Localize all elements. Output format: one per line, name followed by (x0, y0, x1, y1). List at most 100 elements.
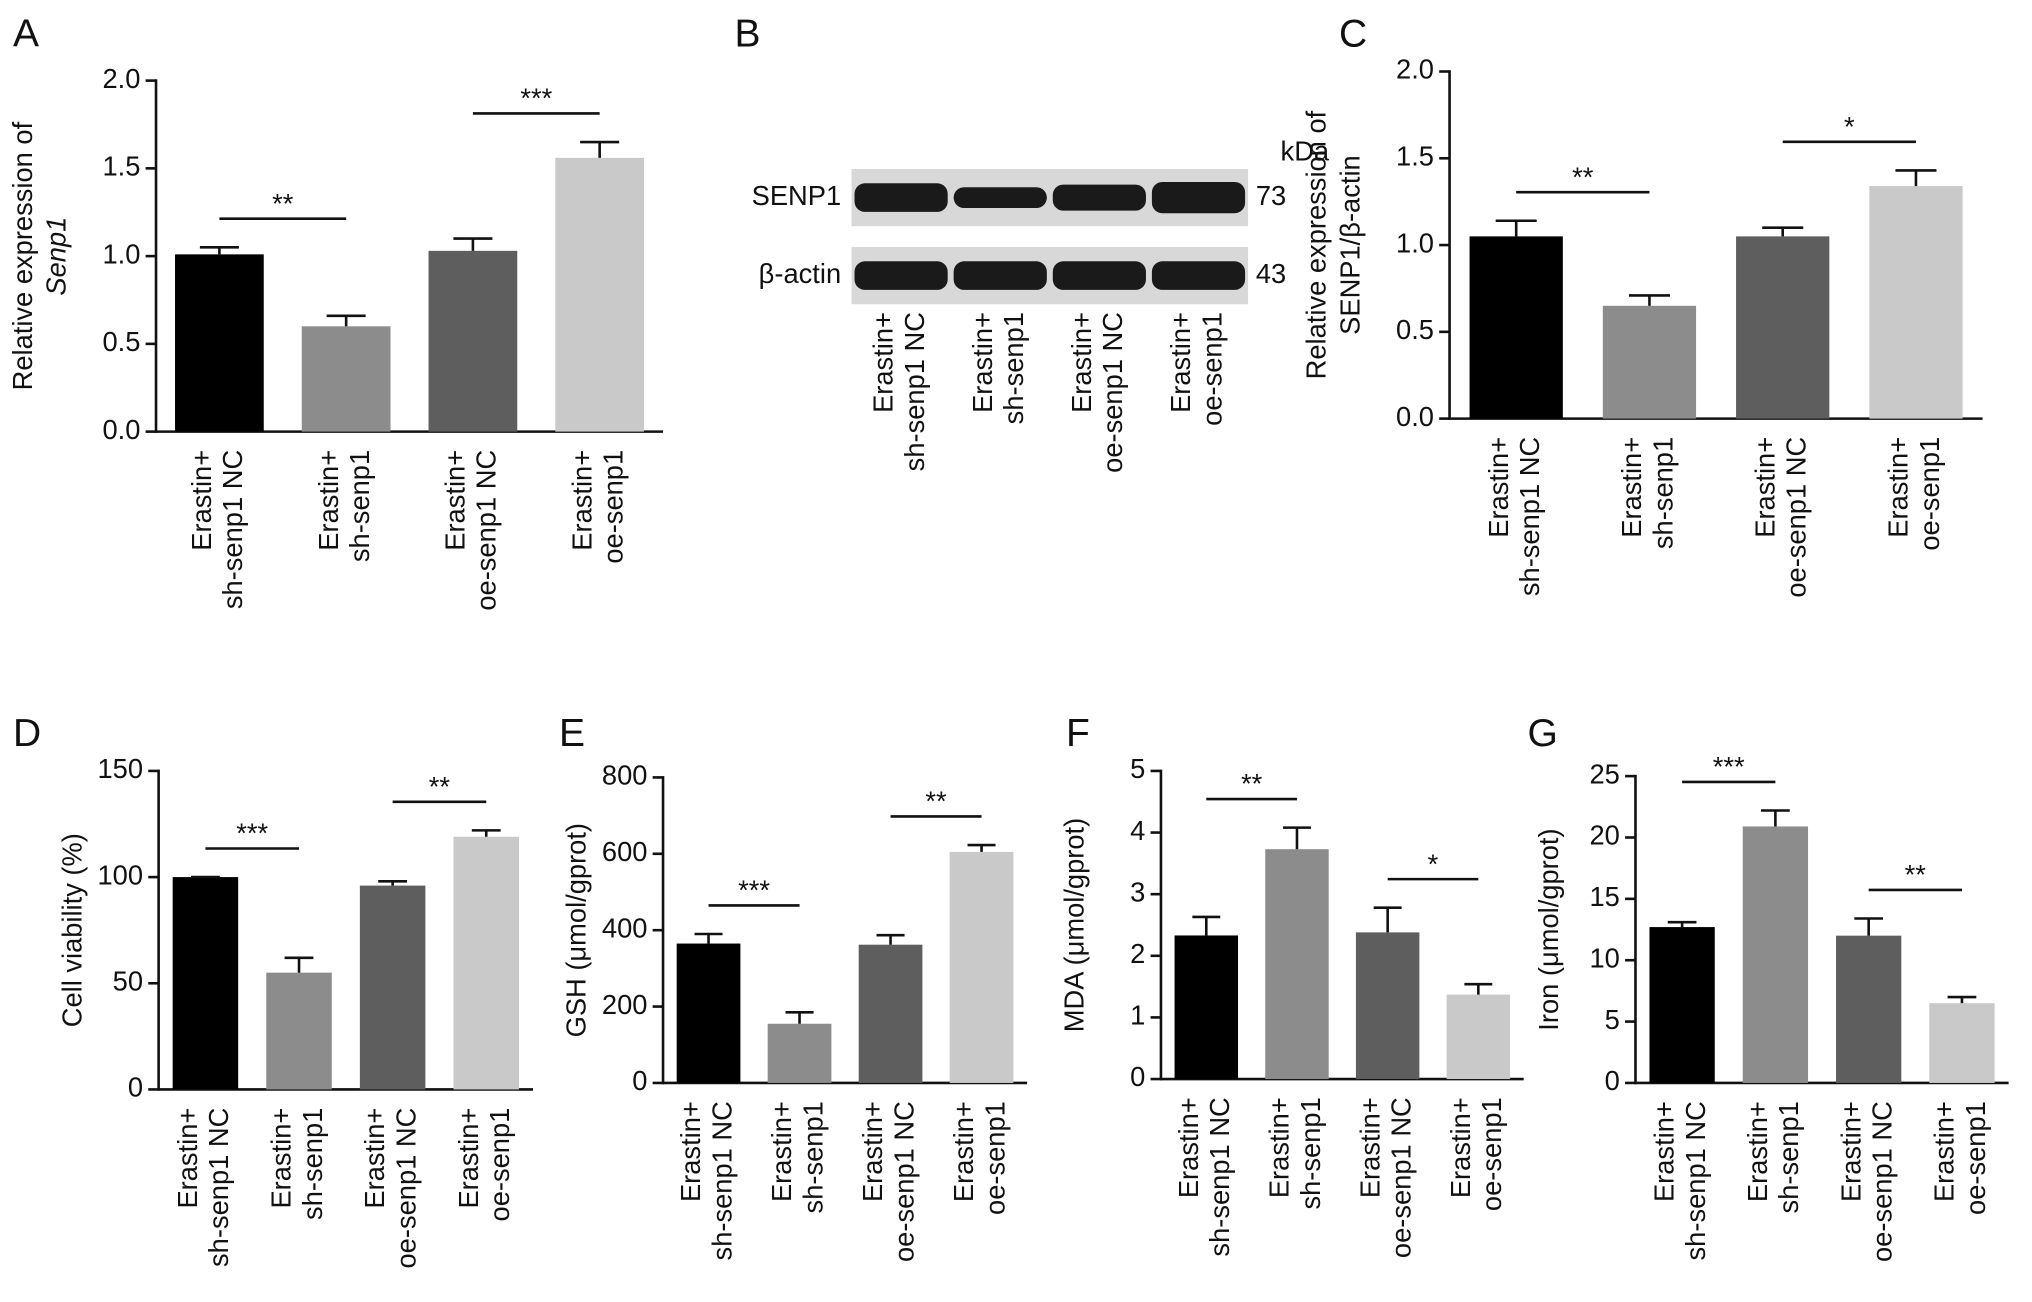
band-kda: 73 (1256, 180, 1286, 211)
error-bar (284, 956, 314, 973)
error-bar (1854, 917, 1884, 936)
x-tick-label: sh-senp1 NC (1204, 1097, 1235, 1256)
error-bar (1761, 809, 1790, 827)
x-tick-label: Erastin+ (1835, 1101, 1866, 1202)
bar (1836, 935, 1902, 1083)
error-bar (1667, 920, 1697, 928)
bar (1736, 236, 1830, 419)
significance-label: ** (429, 771, 451, 802)
y-axis-label: GSH (μmol/gprot) (561, 823, 592, 1037)
y-axis-label: MDA (μmol/gprot) (1059, 818, 1090, 1032)
x-tick-label: Erastin+ (1483, 437, 1514, 538)
y-tick-label: 5 (1130, 753, 1145, 784)
x-tick-label: Erastin+ (1742, 1101, 1773, 1202)
significance-label: ** (1905, 859, 1927, 890)
band-kda: 43 (1256, 258, 1286, 289)
significance-label: ** (1572, 161, 1594, 192)
x-tick-label: Erastin+ (967, 312, 998, 413)
x-tick-label: Erastin+ (440, 450, 471, 551)
x-tick-label: oe-senp1 (1196, 312, 1227, 426)
y-tick-label: 600 (602, 836, 648, 867)
x-tick-label: oe-senp1 NC (1781, 437, 1812, 598)
y-tick-label: 200 (602, 989, 648, 1020)
bar (1265, 849, 1329, 1080)
x-tick-label: oe-senp1 NC (1385, 1097, 1416, 1258)
bar (453, 836, 519, 1090)
significance-label: ** (272, 188, 294, 219)
x-tick-label: Erastin+ (359, 1108, 390, 1209)
bar (1174, 935, 1239, 1080)
blot-band (1052, 261, 1146, 290)
bar (1355, 932, 1420, 1080)
y-tick-label: 100 (97, 859, 143, 890)
bar (1742, 826, 1809, 1083)
error-bar (1283, 826, 1311, 850)
y-tick-label: 3 (1130, 876, 1145, 907)
x-tick-label: Erastin+ (566, 450, 597, 551)
bar (1649, 927, 1715, 1083)
x-tick-label: sh-senp1 (1773, 1101, 1804, 1213)
error-bar (580, 140, 620, 158)
x-tick-label: Erastin+ (1929, 1101, 1960, 1202)
x-tick-label: Erastin+ (266, 1108, 297, 1209)
y-tick-label: 150 (97, 753, 143, 784)
blot-band (1151, 182, 1246, 214)
x-tick-label: sh-senp1 (1295, 1097, 1326, 1209)
error-bar (967, 843, 996, 852)
x-tick-label: oe-senp1 (979, 1101, 1010, 1215)
panel-letter: C (1339, 13, 1367, 56)
band-label: SENP1 (752, 180, 842, 211)
x-tick-label: Erastin+ (1649, 1101, 1680, 1202)
x-tick-label: Erastin+ (1354, 1097, 1385, 1198)
y-tick-label: 0 (128, 1072, 143, 1103)
x-tick-label: sh-senp1 (344, 450, 375, 562)
y-tick-label: 2.0 (1396, 54, 1434, 85)
y-tick-label: 0.0 (102, 414, 140, 445)
x-tick-label: sh-senp1 NC (217, 450, 248, 609)
panel-letter: F (1066, 712, 1090, 755)
y-tick-label: 2.0 (102, 63, 140, 94)
y-tick-label: 0.5 (102, 326, 140, 357)
x-tick-label: sh-senp1 (1647, 437, 1678, 549)
bar (266, 972, 332, 1090)
y-tick-label: 4 (1130, 815, 1145, 846)
y-axis-label: Iron (μmol/gprot) (1533, 828, 1564, 1030)
blot-band (854, 261, 948, 290)
y-tick-label: 15 (1589, 881, 1619, 912)
y-tick-label: 50 (113, 965, 143, 996)
x-tick-label: oe-senp1 (1476, 1097, 1507, 1211)
y-axis-label: Relative expression of (7, 121, 38, 390)
bar (858, 944, 923, 1083)
bar (175, 254, 264, 432)
x-tick-label: oe-senp1 NC (1866, 1101, 1897, 1262)
y-tick-label: 1.5 (1396, 140, 1434, 171)
x-tick-label: sh-senp1 NC (1514, 437, 1545, 596)
x-tick-label: oe-senp1 NC (1097, 312, 1128, 473)
error-bar (1762, 226, 1804, 237)
error-bar (876, 933, 905, 945)
x-tick-label: sh-senp1 NC (1680, 1101, 1711, 1260)
x-tick-label: oe-senp1 (1914, 437, 1945, 551)
blot-band (953, 261, 1047, 290)
y-tick-label: 0.5 (1396, 314, 1434, 345)
x-tick-label: sh-senp1 NC (203, 1108, 234, 1267)
y-tick-label: 5 (1605, 1004, 1620, 1035)
x-tick-label: Erastin+ (313, 450, 344, 551)
y-tick-label: 20 (1589, 820, 1619, 851)
x-tick-label: oe-senp1 (1960, 1101, 1991, 1215)
y-tick-label: 1 (1130, 1000, 1145, 1031)
blot-band (1052, 184, 1146, 211)
bar (949, 851, 1014, 1083)
x-tick-label: Erastin+ (1264, 1097, 1295, 1198)
y-tick-label: 0 (1130, 1061, 1145, 1092)
x-tick-label: Erastin+ (948, 1101, 979, 1202)
error-bar (1192, 915, 1221, 936)
y-tick-label: 800 (602, 760, 648, 791)
panel-letter: G (1528, 712, 1558, 755)
significance-label: * (1844, 111, 1855, 142)
significance-label: ** (925, 786, 947, 817)
error-bar (471, 829, 501, 837)
x-tick-label: Erastin+ (172, 1108, 203, 1209)
bar (555, 157, 645, 432)
